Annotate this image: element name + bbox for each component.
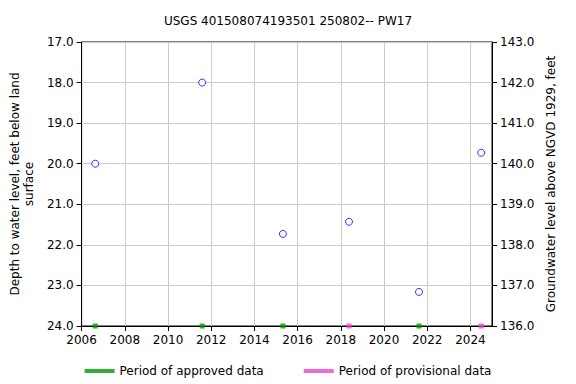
svg-text:136.0: 136.0 [500, 319, 534, 333]
svg-text:Period of approved data: Period of approved data [120, 364, 264, 378]
svg-text:24.0: 24.0 [47, 319, 74, 333]
svg-text:Depth to water level, feet bel: Depth to water level, feet below land [8, 72, 22, 295]
svg-text:2018: 2018 [326, 333, 357, 347]
svg-text:143.0: 143.0 [500, 35, 534, 49]
svg-text:2020: 2020 [369, 333, 400, 347]
svg-text:Period of provisional data: Period of provisional data [339, 364, 492, 378]
svg-text:138.0: 138.0 [500, 238, 534, 252]
svg-text:23.0: 23.0 [47, 278, 74, 292]
svg-text:139.0: 139.0 [500, 197, 534, 211]
svg-text:142.0: 142.0 [500, 76, 534, 90]
svg-text:surface: surface [22, 162, 36, 206]
svg-text:17.0: 17.0 [47, 35, 74, 49]
svg-text:22.0: 22.0 [47, 238, 74, 252]
svg-text:140.0: 140.0 [500, 157, 534, 171]
svg-text:20.0: 20.0 [47, 157, 74, 171]
svg-text:USGS 401508074193501 250802--: USGS 401508074193501 250802-- PW17 [164, 14, 412, 28]
svg-text:2010: 2010 [153, 333, 184, 347]
svg-text:18.0: 18.0 [47, 76, 74, 90]
svg-text:19.0: 19.0 [47, 116, 74, 130]
svg-text:2022: 2022 [412, 333, 443, 347]
svg-text:2024: 2024 [455, 333, 486, 347]
svg-text:2012: 2012 [196, 333, 227, 347]
svg-text:2014: 2014 [239, 333, 270, 347]
svg-text:2008: 2008 [110, 333, 141, 347]
svg-text:Groundwater level above NGVD 1: Groundwater level above NGVD 1929, feet [544, 55, 558, 312]
svg-text:2006: 2006 [66, 333, 97, 347]
svg-text:2016: 2016 [282, 333, 313, 347]
svg-text:141.0: 141.0 [500, 116, 534, 130]
svg-text:137.0: 137.0 [500, 278, 534, 292]
svg-text:21.0: 21.0 [47, 197, 74, 211]
